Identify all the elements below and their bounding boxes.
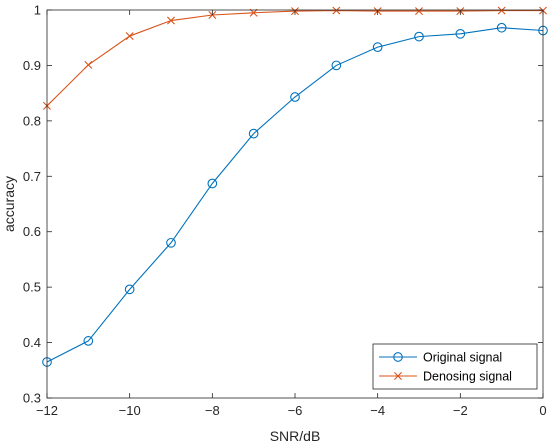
x-tick-label: −2: [453, 403, 468, 418]
legend-item: Denosing signal: [379, 370, 512, 384]
legend-item: Original signal: [379, 351, 502, 365]
data-point: [207, 178, 218, 189]
x-marker-stroke: [497, 6, 506, 15]
data-point: [167, 16, 175, 25]
data-point: [497, 6, 506, 15]
x-tick-label: −4: [370, 403, 385, 418]
data-point: [124, 284, 135, 295]
x-marker-stroke: [125, 32, 134, 41]
plot-area: [47, 10, 543, 398]
legend-label: Denosing signal: [423, 370, 512, 384]
y-tick-label: 0.7: [23, 169, 41, 184]
x-marker-stroke: [84, 60, 93, 69]
y-tick-label: 0.6: [23, 224, 41, 239]
y-tick-label: 0.5: [23, 280, 41, 295]
y-tick-label: 0.4: [23, 335, 41, 350]
x-marker-stroke: [332, 6, 341, 15]
series-line: [46, 27, 544, 363]
data-point: [331, 60, 342, 71]
data-point: [415, 7, 423, 16]
data-point: [166, 237, 176, 248]
x-tick-label: −10: [119, 403, 141, 418]
x-marker-stroke: [415, 7, 423, 16]
x-tick-label: −6: [288, 403, 303, 418]
legend-label: Original signal: [423, 351, 502, 365]
y-tick-label: 0.8: [23, 113, 41, 128]
y-axis-label: accuracy: [1, 176, 17, 232]
data-point: [372, 42, 383, 52]
data-point: [83, 336, 94, 346]
legend-x-marker: [394, 372, 402, 380]
x-marker-stroke: [167, 16, 175, 25]
x-tick-label: −12: [36, 403, 58, 418]
data-point: [332, 6, 341, 15]
y-tick-label: 0.9: [23, 58, 41, 73]
x-tick-label: 0: [539, 403, 546, 418]
data-point: [414, 31, 424, 42]
data-point: [290, 92, 300, 102]
y-tick-label: 1: [34, 3, 41, 18]
data-point: [248, 128, 259, 139]
legend: Original signal Denosing signal: [372, 343, 538, 390]
plot-background: [47, 10, 543, 398]
data-point: [125, 32, 134, 41]
data-point: [496, 22, 507, 33]
x-axis-label: SNR/dB: [270, 428, 321, 444]
data-point: [84, 60, 93, 69]
data-point: [455, 28, 466, 39]
axes-layer: −12 −10 −8 −6 −4 −2 0 0.3 0.4 0.5 0.6 0.7 0.8 0.9 1: [23, 3, 547, 419]
y-tick-label: 0.3: [23, 391, 41, 406]
legend-box: [372, 343, 538, 390]
x-marker-stroke: [394, 372, 402, 380]
x-tick-label: −8: [205, 403, 220, 418]
legend-circle-marker: [393, 352, 403, 362]
